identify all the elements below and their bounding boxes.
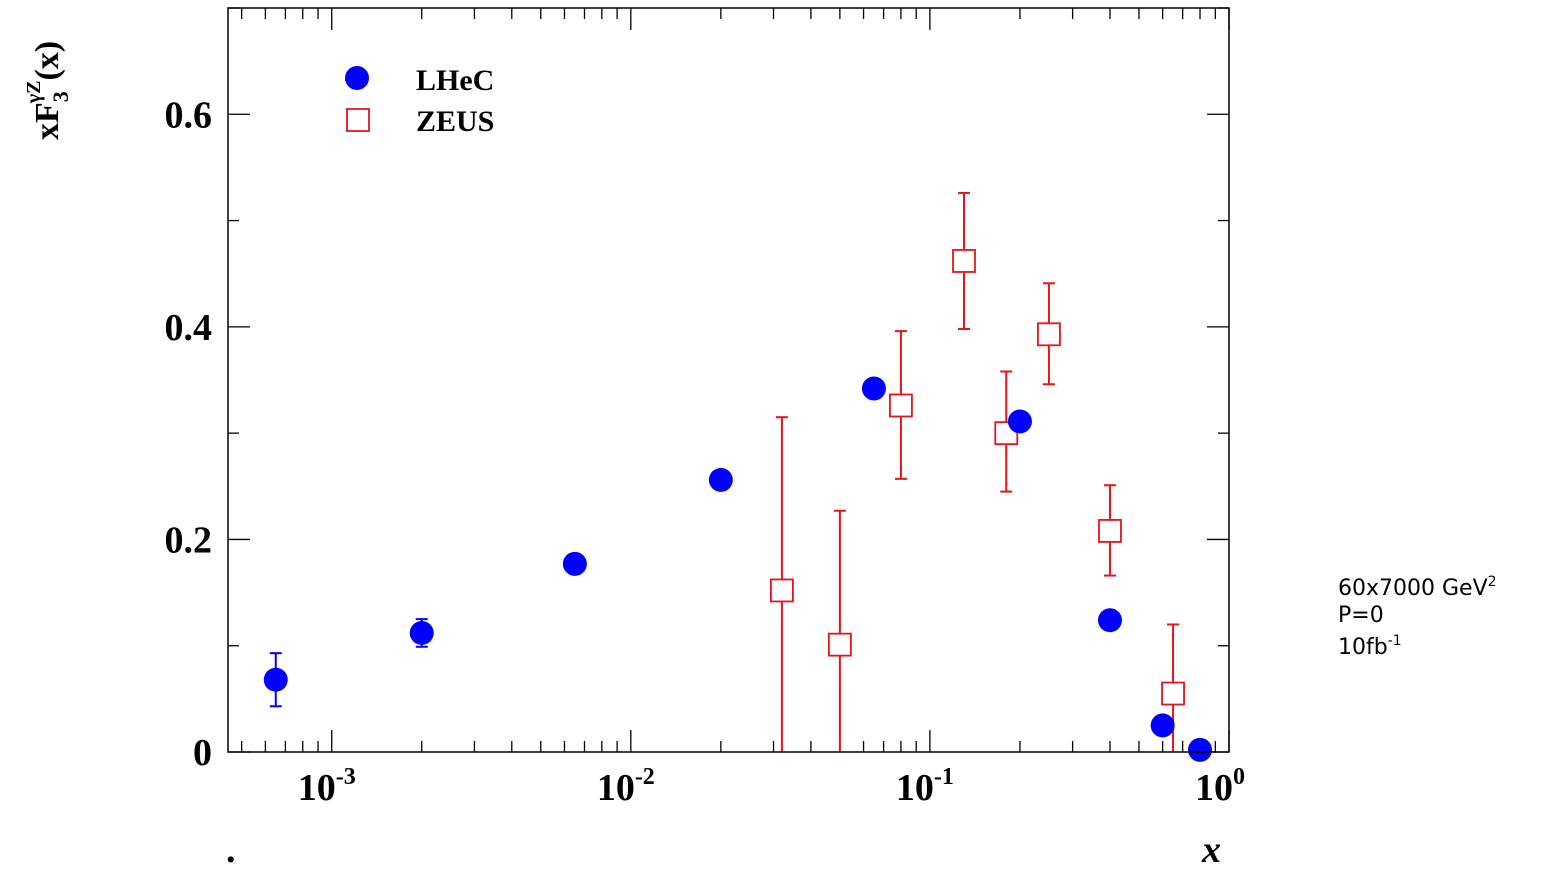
y-axis-title-tail: (x)	[29, 41, 66, 81]
y-tick-label: 0.6	[165, 94, 213, 136]
y-tick-labels: 0 0.2 0.4 0.6	[165, 94, 213, 774]
run-conditions: 60x7000 GeV2 P=0 10fb-1	[1338, 574, 1497, 660]
legend-label-lhec: LHeC	[416, 64, 494, 97]
y-axis-title-main: xF	[29, 102, 66, 140]
lhec-point	[409, 620, 434, 645]
x-tick-label-base: 10	[1195, 767, 1233, 809]
zeus-point	[1037, 322, 1061, 347]
legend-marker-zeus	[346, 108, 370, 132]
plot-frame	[227, 7, 1230, 753]
x-tick-label-exp: -3	[336, 764, 356, 790]
luminosity-note-sup: -1	[1388, 633, 1402, 649]
axis-ticks	[228, 7, 1230, 753]
y-axis-title-sub: 3	[48, 91, 73, 102]
energy-note-base: 60x7000 GeV	[1338, 576, 1488, 601]
legend-marker-lhec	[345, 66, 369, 90]
y-axis-title-sup: γZ	[23, 81, 45, 105]
luminosity-note: 10fb-1	[1338, 633, 1402, 660]
zeus-point	[1161, 681, 1185, 706]
zeus-point	[770, 578, 794, 603]
lhec-point	[708, 467, 733, 492]
stray-dot: .	[226, 829, 236, 869]
x-tick-label: 10-2	[597, 764, 655, 809]
lhec-point	[1188, 737, 1213, 762]
x-tick-label-base: 10	[896, 767, 934, 809]
y-axis-title: xF3γZ(x)	[23, 41, 73, 140]
y-tick-label: 0	[193, 732, 212, 774]
y-tick-label: 0.4	[165, 307, 213, 349]
x-axis-title: x	[1201, 829, 1221, 869]
zeus-point	[827, 632, 852, 657]
energy-note-sup: 2	[1488, 574, 1497, 590]
data-markers	[263, 249, 1213, 762]
lhec-point	[861, 376, 886, 401]
lhec-point	[1097, 608, 1122, 633]
x-tick-label-exp: 0	[1233, 764, 1245, 790]
lhec-point	[263, 667, 288, 692]
x-tick-labels: 10-3 10-2 10-1 100	[298, 764, 1245, 809]
x-tick-label: 100	[1195, 764, 1245, 809]
x-tick-label-base: 10	[298, 767, 336, 809]
legend: LHeC ZEUS	[345, 64, 494, 138]
x-tick-label: 10-3	[298, 764, 356, 809]
x-tick-label-base: 10	[597, 767, 635, 809]
zeus-point	[1098, 519, 1122, 543]
legend-label-zeus: ZEUS	[416, 105, 494, 138]
zeus-point	[889, 393, 913, 418]
x-tick-label-exp: -2	[635, 764, 655, 790]
lhec-point	[1150, 713, 1175, 738]
energy-note: 60x7000 GeV2	[1338, 574, 1497, 601]
zeus-point	[952, 249, 976, 273]
polarization-note: P=0	[1338, 603, 1384, 628]
lhec-point	[1007, 409, 1032, 434]
y-tick-label: 0.2	[165, 519, 213, 561]
luminosity-note-base: 10fb	[1338, 635, 1388, 660]
x-tick-label-exp: -1	[934, 764, 954, 790]
lhec-point	[562, 551, 587, 576]
x-tick-label: 10-1	[896, 764, 954, 809]
